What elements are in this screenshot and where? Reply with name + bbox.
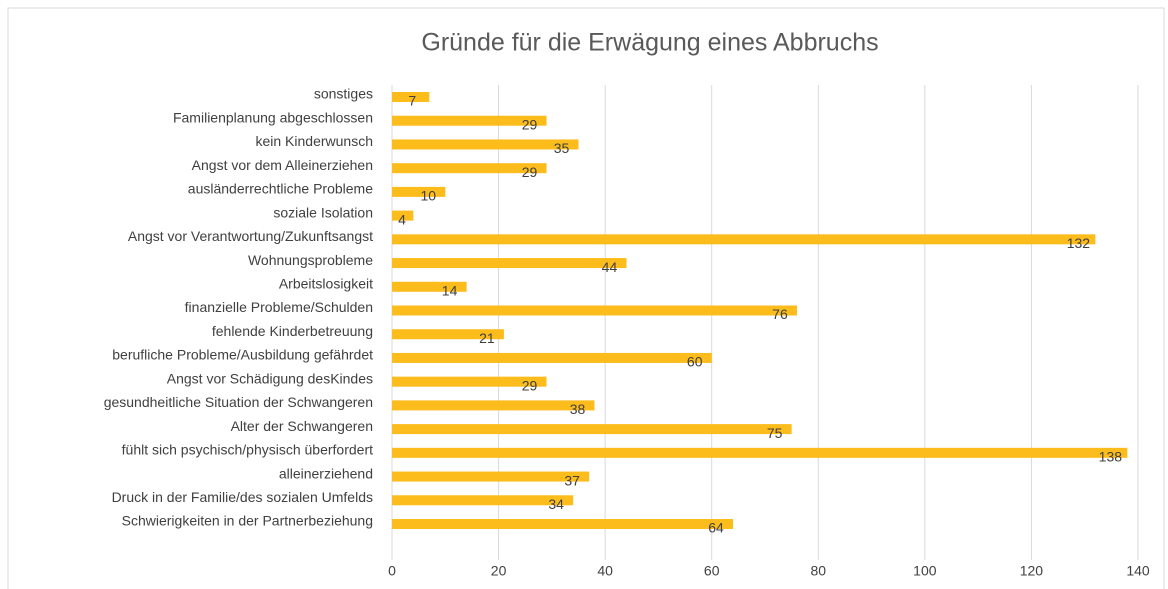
y-tick-label: alleinerziehend	[279, 465, 373, 481]
bar	[392, 424, 792, 435]
x-tick-label: 40	[597, 563, 613, 579]
bar	[392, 447, 1128, 458]
data-label: 29	[522, 116, 538, 132]
data-label: 29	[522, 377, 538, 393]
x-tick-label: 140	[1126, 563, 1150, 579]
y-tick-label: sonstiges	[314, 86, 373, 102]
bar	[392, 210, 414, 221]
y-tick-label: Arbeitslosigkeit	[279, 275, 373, 291]
data-label: 37	[564, 472, 580, 488]
x-tick-label: 80	[810, 563, 826, 579]
bar	[392, 376, 547, 387]
data-label: 10	[420, 188, 436, 204]
bar	[392, 305, 797, 316]
data-label: 132	[1067, 235, 1091, 251]
data-label: 21	[479, 330, 495, 346]
x-tick-label: 20	[491, 563, 507, 579]
data-label: 60	[687, 354, 703, 370]
data-label: 76	[772, 306, 788, 322]
y-tick-label: gesundheitliche Situation der Schwangere…	[104, 394, 373, 410]
y-tick-label: Angst vor dem Alleinerziehen	[192, 157, 373, 173]
bar	[392, 471, 590, 482]
y-tick-label: finanzielle Probleme/Schulden	[185, 299, 373, 315]
y-tick-label: fühlt sich psychisch/physisch überforder…	[122, 442, 373, 458]
bar	[392, 352, 712, 363]
bar	[392, 258, 627, 269]
bar	[392, 115, 547, 126]
y-tick-label: Druck in der Familie/des sozialen Umfeld…	[112, 489, 373, 505]
y-tick-label: Wohnungsprobleme	[248, 252, 373, 268]
data-label: 138	[1099, 449, 1123, 465]
data-label: 29	[522, 164, 538, 180]
y-tick-label: soziale Isolation	[273, 204, 373, 220]
data-label: 4	[398, 211, 406, 227]
y-tick-label: ausländerrechtliche Probleme	[188, 181, 373, 197]
y-tick-label: Schwierigkeiten in der Partnerbeziehung	[122, 513, 373, 529]
data-label: 38	[570, 401, 586, 417]
data-label: 35	[554, 140, 570, 156]
bar	[392, 495, 574, 506]
bar	[392, 234, 1096, 245]
x-tick-label: 100	[913, 563, 937, 579]
bar	[392, 92, 430, 102]
data-label: 14	[442, 282, 458, 298]
y-tick-label: berufliche Probleme/Ausbildung gefährdet	[112, 347, 373, 363]
x-tick-label: 0	[388, 563, 396, 579]
data-label: 44	[602, 259, 618, 275]
bar	[392, 163, 547, 174]
bar	[392, 519, 734, 529]
y-tick-label: Angst vor Verantwortung/Zukunftsangst	[128, 228, 373, 244]
chart-border	[7, 7, 1165, 589]
y-tick-label: kein Kinderwunsch	[255, 133, 373, 149]
data-label: 64	[708, 520, 724, 536]
y-tick-label: Familienplanung abgeschlossen	[173, 109, 373, 125]
bar	[392, 400, 595, 411]
bar	[392, 186, 446, 197]
bar	[392, 281, 467, 292]
data-label: 7	[408, 93, 416, 109]
bar	[392, 329, 504, 340]
bar	[392, 139, 579, 150]
y-tick-label: Alter der Schwangeren	[231, 418, 373, 434]
chart-title: Gründe für die Erwägung eines Abbruchs	[421, 29, 878, 57]
x-tick-label: 120	[1020, 563, 1044, 579]
y-tick-label: fehlende Kinderbetreuung	[212, 323, 373, 339]
data-label: 34	[548, 496, 564, 512]
y-tick-label: Angst vor Schädigung desKindes	[167, 370, 373, 386]
data-label: 75	[767, 425, 783, 441]
x-tick-label: 60	[704, 563, 720, 579]
